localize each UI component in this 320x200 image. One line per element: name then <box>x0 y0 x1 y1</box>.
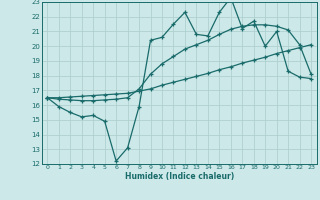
X-axis label: Humidex (Indice chaleur): Humidex (Indice chaleur) <box>124 172 234 181</box>
